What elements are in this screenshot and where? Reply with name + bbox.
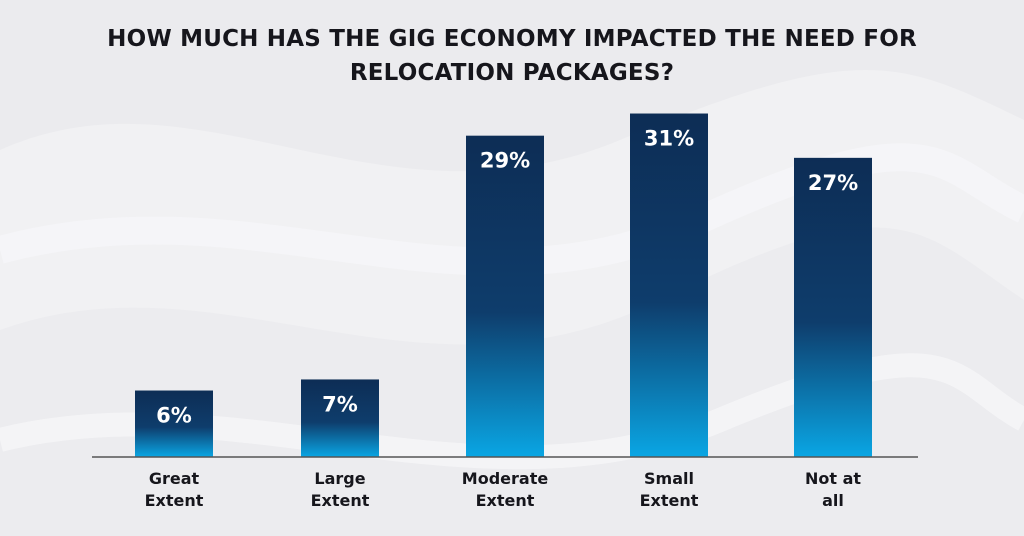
category-label-0-line-2: Extent xyxy=(145,491,204,510)
bar-value-label-3: 31% xyxy=(644,127,694,151)
bar-value-label-0: 6% xyxy=(156,404,192,428)
bars-group xyxy=(135,113,872,458)
bar-value-label-1: 7% xyxy=(322,392,358,416)
category-label-2-line-1: Moderate xyxy=(462,469,549,488)
bar-4 xyxy=(794,157,872,457)
chart-title-line-2: RELOCATION PACKAGES? xyxy=(349,60,675,86)
bar-1 xyxy=(301,379,379,457)
bar-0 xyxy=(135,390,213,457)
bar-value-label-4: 27% xyxy=(808,171,858,195)
category-label-3-line-2: Extent xyxy=(640,491,699,510)
bar-3 xyxy=(630,113,708,458)
category-labels-group: Great Extent Large Extent Moderate Extent Smal… xyxy=(145,469,862,510)
category-label-0-line-1: Great xyxy=(149,469,200,488)
category-label-2-line-2: Extent xyxy=(476,491,535,510)
chart-title: HOW MUCH HAS THE GIG ECONOMY IMPACTED TH… xyxy=(0,22,1024,90)
category-label-1-line-2: Extent xyxy=(311,491,370,510)
bar-2 xyxy=(466,135,544,457)
category-label-1-line-1: Large xyxy=(314,469,365,488)
category-label-3-line-1: Small xyxy=(644,469,694,488)
category-label-4-line-1: Not at xyxy=(805,469,861,488)
bar-value-label-2: 29% xyxy=(480,149,530,173)
chart-title-line-1: HOW MUCH HAS THE GIG ECONOMY IMPACTED TH… xyxy=(107,26,917,52)
category-label-4-line-2: all xyxy=(822,491,844,510)
value-labels-group: 6% 7% 29% 31% 27% xyxy=(156,127,858,428)
